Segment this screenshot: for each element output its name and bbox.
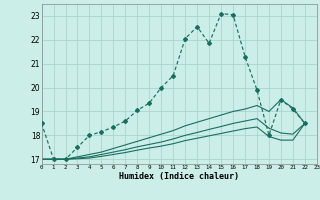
X-axis label: Humidex (Indice chaleur): Humidex (Indice chaleur) — [119, 172, 239, 181]
